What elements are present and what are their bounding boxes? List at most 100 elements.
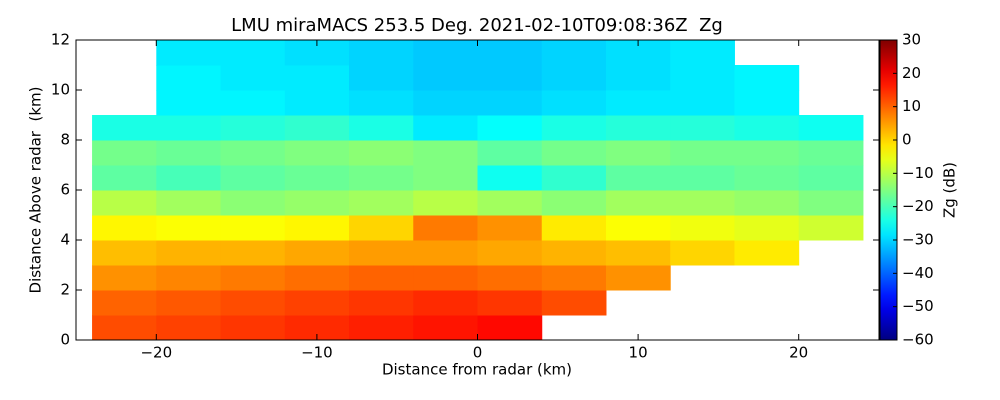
heatmap-cell xyxy=(477,215,543,241)
heatmap-cell xyxy=(156,190,222,216)
heatmap-cell xyxy=(220,215,286,241)
heatmap-cell xyxy=(156,40,222,66)
heatmap-cell xyxy=(220,190,286,216)
heatmap-cell xyxy=(413,290,478,316)
heatmap-cell xyxy=(92,240,157,266)
heatmap-cell xyxy=(349,265,414,291)
colorbar-tick-label: −40 xyxy=(902,264,934,282)
heatmap-cell xyxy=(413,115,478,141)
heatmap-cell xyxy=(734,140,800,166)
y-tick-label: 2 xyxy=(60,281,70,299)
heatmap-cell xyxy=(605,140,671,166)
heatmap-cell xyxy=(541,290,607,316)
heatmap-cell xyxy=(734,215,800,241)
heatmap-cell xyxy=(734,165,800,191)
heatmap-cell xyxy=(605,215,671,241)
heatmap-cell xyxy=(156,290,222,316)
heatmap-cell xyxy=(477,90,543,116)
colorbar-label: Zg (dB) xyxy=(941,162,959,218)
y-axis-label: Distance Above radar (km) xyxy=(27,87,45,294)
heatmap-cell xyxy=(156,240,222,266)
heatmap-cell xyxy=(92,265,157,291)
heatmap-cell xyxy=(92,290,157,316)
heatmap-cell xyxy=(541,215,607,241)
heatmap-cell xyxy=(605,265,671,291)
heatmap-cell xyxy=(477,240,543,266)
colorbar-tick-label: 20 xyxy=(902,64,921,82)
heatmap-cell xyxy=(541,90,607,116)
heatmap-cell xyxy=(734,240,800,266)
heatmap-cell xyxy=(220,40,286,66)
heatmap-cell xyxy=(413,165,478,191)
heatmap-cell xyxy=(284,190,350,216)
heatmap-cell xyxy=(220,315,286,341)
heatmap-cell xyxy=(92,115,157,141)
heatmap-cell xyxy=(349,90,414,116)
heatmap-cell xyxy=(413,40,478,66)
heatmap-cell xyxy=(220,115,286,141)
heatmap-cell xyxy=(477,190,543,216)
heatmap-cell xyxy=(156,65,222,91)
heatmap-cell xyxy=(541,115,607,141)
colorbar-tick-label: −30 xyxy=(902,231,934,249)
heatmap-cell xyxy=(220,65,286,91)
heatmap-cell xyxy=(156,215,222,241)
heatmap-cell xyxy=(541,190,607,216)
heatmap-cell xyxy=(670,40,735,66)
heatmap-cell xyxy=(477,140,543,166)
heatmap-cell xyxy=(798,115,864,141)
heatmap-cell xyxy=(477,165,543,191)
heatmap-cell xyxy=(220,140,286,166)
heatmap-cell xyxy=(92,165,157,191)
heatmap-cell xyxy=(605,240,671,266)
heatmap-cell xyxy=(605,65,671,91)
heatmap-cell xyxy=(349,140,414,166)
y-tick-label: 0 xyxy=(60,331,70,349)
heatmap-cell xyxy=(349,240,414,266)
heatmap-cell xyxy=(92,140,157,166)
y-tick-label: 12 xyxy=(51,31,70,49)
heatmap-cell xyxy=(220,240,286,266)
heatmap-cell xyxy=(477,265,543,291)
heatmap-cell xyxy=(605,165,671,191)
heatmap-cell xyxy=(413,215,478,241)
heatmap-cell xyxy=(349,115,414,141)
heatmap-cell xyxy=(605,90,671,116)
x-tick-label: 10 xyxy=(629,344,648,362)
heatmap-cell xyxy=(349,215,414,241)
colorbar-tick-label: −20 xyxy=(902,197,934,215)
heatmap-cell xyxy=(413,65,478,91)
x-axis-label: Distance from radar (km) xyxy=(382,361,572,379)
heatmap-cell xyxy=(477,115,543,141)
heatmap-cell xyxy=(349,315,414,341)
heatmap-cell xyxy=(349,65,414,91)
colorbar-tick-label: 10 xyxy=(902,97,921,115)
heatmap-cell xyxy=(284,215,350,241)
heatmap-cell xyxy=(413,265,478,291)
x-tick-label: 20 xyxy=(789,344,808,362)
colorbar-tick-label: 0 xyxy=(902,131,912,149)
heatmap-cell xyxy=(92,315,157,341)
heatmap-cell xyxy=(605,115,671,141)
heatmap-cell xyxy=(156,165,222,191)
heatmap-cell xyxy=(220,165,286,191)
heatmap-cell xyxy=(349,40,414,66)
heatmap-cell xyxy=(541,40,607,66)
heatmap-cell xyxy=(798,140,864,166)
chart-title: LMU miraMACS 253.5 Deg. 2021-02-10T09:08… xyxy=(231,15,723,36)
heatmap-cell xyxy=(349,165,414,191)
colorbar-tick-label: 30 xyxy=(902,31,921,49)
heatmap-cell xyxy=(605,190,671,216)
heatmap-cell xyxy=(734,90,800,116)
heatmap-cell xyxy=(670,115,735,141)
colorbar-tick-label: −50 xyxy=(902,297,934,315)
heatmap-cell xyxy=(349,190,414,216)
heatmap-cell xyxy=(798,215,864,241)
y-tick-label: 8 xyxy=(60,131,70,149)
colorbar-tick-label: −10 xyxy=(902,164,934,182)
heatmap-cell xyxy=(798,165,864,191)
heatmap-cell xyxy=(734,190,800,216)
heatmap-cell xyxy=(670,65,735,91)
heatmap-cell xyxy=(670,240,735,266)
